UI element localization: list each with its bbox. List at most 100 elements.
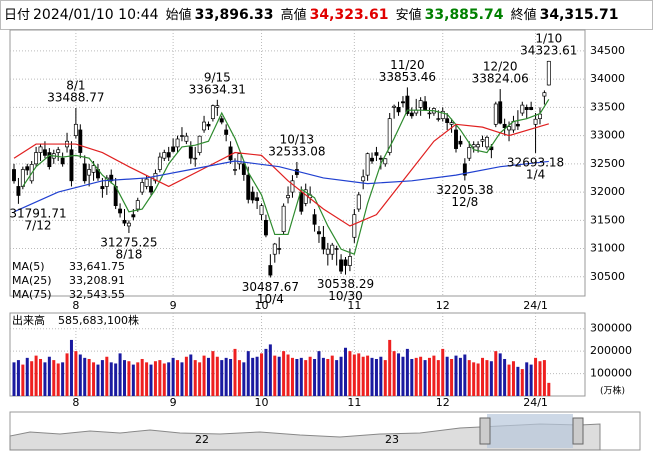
candle-body	[520, 104, 525, 114]
candle-body	[100, 186, 105, 190]
y-tick-label: 34000	[590, 72, 625, 85]
candle-body	[241, 163, 246, 175]
x-tick-label: 10	[255, 299, 269, 312]
annotation-value: 32533.08	[268, 144, 325, 158]
volume-bar	[118, 353, 122, 396]
annotation-date: 1/4	[526, 167, 545, 181]
volume-bar	[339, 356, 343, 396]
candle-body	[347, 256, 352, 266]
y-tick-label: 33500	[590, 100, 625, 113]
annotation-value: 32205.38	[436, 183, 493, 197]
volume-bar	[344, 347, 347, 396]
candle-body	[82, 163, 87, 182]
candle-body	[42, 149, 47, 156]
volume-bar	[184, 356, 188, 396]
legend-value: 32,543.55	[69, 288, 125, 301]
candle-body	[542, 92, 547, 97]
annotation-date: 10/13	[280, 132, 315, 146]
candle-body	[445, 118, 450, 123]
candle-body	[286, 195, 290, 199]
candle-body	[219, 118, 224, 123]
volume-bar	[405, 348, 409, 396]
y-tick-label: 30500	[590, 270, 625, 283]
annotation-date: 11/20	[390, 58, 425, 72]
volume-bar	[211, 351, 215, 396]
volume-bar	[529, 364, 533, 396]
candle-body	[188, 146, 193, 159]
volume-bar	[78, 354, 82, 396]
label: 終値	[510, 8, 537, 23]
legend-box	[11, 259, 129, 295]
candle-body	[144, 178, 149, 187]
volume-bar	[123, 360, 126, 396]
y-tick-label: 34500	[590, 44, 625, 57]
legend-value: 33,641.75	[69, 260, 125, 273]
candle-body	[290, 180, 295, 193]
volume-bar	[12, 362, 16, 396]
y-tick-label: 32000	[590, 185, 625, 198]
x-tick-label: 11	[347, 299, 361, 312]
volume-bar	[251, 357, 255, 396]
candle-body	[405, 95, 410, 114]
candle-body	[317, 231, 321, 235]
volume-bar	[427, 357, 431, 396]
volume-bar	[525, 362, 529, 396]
x-tick-label: 8	[72, 299, 79, 312]
volume-bar	[374, 358, 378, 396]
volume-bar	[458, 357, 462, 396]
candle-body	[480, 139, 485, 142]
x-tick-label: 8	[72, 396, 79, 409]
y-tick-label: 33000	[590, 129, 625, 142]
volume-bar	[47, 356, 51, 396]
navigator-handle[interactable]	[479, 417, 491, 445]
candle-body	[454, 129, 458, 149]
volume-bar	[25, 357, 29, 396]
volume-bar	[189, 354, 193, 396]
candle-body	[427, 112, 432, 115]
volume-bar	[441, 348, 445, 396]
volume-bar	[295, 358, 299, 396]
volume-bar	[392, 351, 396, 396]
date: 2024/01/10 10:44	[33, 7, 159, 23]
volume-bar	[136, 362, 140, 396]
navigator-window[interactable]	[487, 414, 573, 448]
candle-body	[484, 136, 489, 148]
volume-bar	[39, 358, 43, 396]
navigator-handle[interactable]	[572, 417, 584, 445]
candle-body	[228, 146, 233, 161]
volume-bar	[176, 360, 180, 396]
candle-body	[436, 118, 441, 120]
volume-bar	[220, 360, 224, 396]
volume-bar	[16, 360, 20, 396]
volume-bar	[313, 358, 317, 396]
label: 始値	[165, 8, 192, 23]
volume-bar	[326, 358, 330, 396]
volume-bar	[52, 360, 56, 396]
volume-bar	[171, 357, 175, 396]
volume-bar	[229, 358, 233, 396]
volume-bar	[282, 351, 286, 396]
candle-body	[387, 118, 392, 153]
volume-bar	[383, 360, 387, 396]
candle-body	[210, 105, 215, 120]
volume-bar	[145, 362, 149, 396]
candle-body	[277, 248, 282, 250]
y-tick-label: 31000	[590, 242, 625, 255]
volume-bar	[198, 362, 202, 396]
candle-body	[193, 157, 198, 160]
candle-body	[259, 205, 264, 216]
candle-body	[157, 156, 162, 170]
annotation-value: 33853.46	[379, 70, 436, 84]
candle-body	[361, 176, 366, 182]
volume-bar	[481, 357, 485, 396]
candle-body	[401, 101, 405, 104]
volume-bar	[273, 355, 277, 396]
ma-line	[13, 123, 549, 227]
legend-name: MA(25)	[12, 274, 52, 287]
candle-body	[378, 157, 383, 160]
unit-label: (万株)	[600, 385, 625, 397]
candle-body	[440, 110, 445, 120]
y-tick-label: 200000	[590, 344, 632, 357]
